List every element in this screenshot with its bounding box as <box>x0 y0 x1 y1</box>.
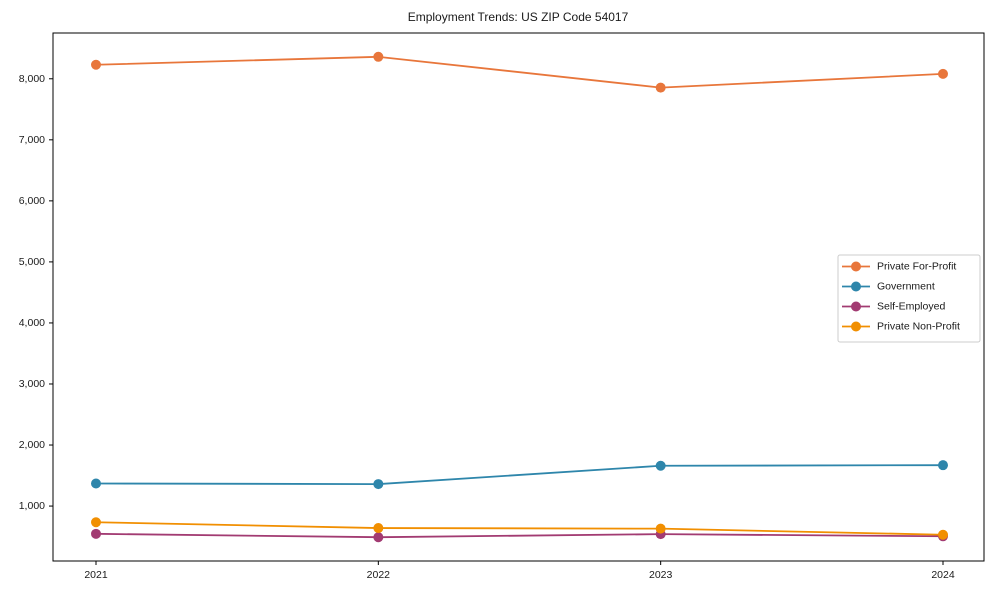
legend-label: Private For-Profit <box>877 261 956 273</box>
data-point-marker <box>91 478 101 489</box>
data-point-marker <box>655 460 666 471</box>
data-point-marker <box>373 479 384 490</box>
data-point-marker <box>91 528 101 539</box>
x-axis-tick-label: 2021 <box>84 569 108 581</box>
y-axis-tick-label: 6,000 <box>19 195 45 207</box>
data-point-marker <box>655 82 666 93</box>
plot-area <box>52 32 985 562</box>
y-axis-tick-label: 1,000 <box>19 500 45 512</box>
data-point-marker <box>91 517 101 528</box>
y-axis-tick-label: 2,000 <box>19 439 45 451</box>
legend-marker <box>851 301 861 312</box>
series-line-government <box>95 464 944 485</box>
y-axis-tick-label: 3,000 <box>19 378 45 390</box>
legend-marker <box>851 261 861 272</box>
data-point-marker <box>937 460 948 471</box>
y-axis-tick-label: 8,000 <box>19 73 45 85</box>
legend-label: Government <box>877 281 935 293</box>
chart-title: Employment Trends: US ZIP Code 54017 <box>408 10 629 24</box>
legend-label: Private Non-Profit <box>877 321 960 333</box>
legend-marker <box>851 281 861 292</box>
data-point-marker <box>373 532 384 543</box>
data-point-marker <box>655 523 666 534</box>
y-axis-tick-label: 7,000 <box>19 134 45 146</box>
y-axis-tick-label: 5,000 <box>19 256 45 268</box>
legend-label: Self-Employed <box>877 301 945 313</box>
data-point-marker <box>91 59 101 70</box>
x-axis-tick-label: 2023 <box>649 569 673 581</box>
series-line-private-for-profit <box>95 55 944 89</box>
x-axis-tick-label: 2024 <box>931 569 955 581</box>
data-point-marker <box>937 68 948 79</box>
series-line-self-employed <box>95 532 944 539</box>
data-point-marker <box>373 523 384 534</box>
data-point-marker <box>937 529 948 540</box>
y-axis-tick-label: 4,000 <box>19 317 45 329</box>
x-axis-tick-label: 2022 <box>367 569 391 581</box>
series-line-private-non-profit <box>95 521 944 536</box>
legend-marker <box>851 321 861 332</box>
legend-box <box>837 254 981 343</box>
data-point-marker <box>373 51 384 62</box>
